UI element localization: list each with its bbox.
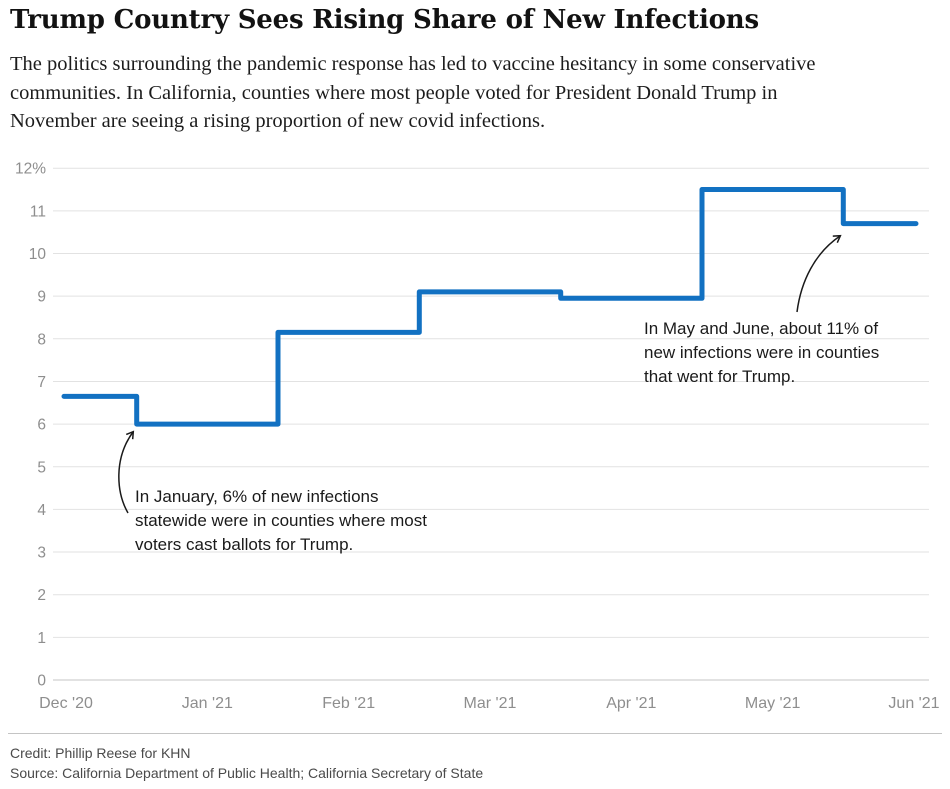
chart-subtitle-line: November are seeing a rising proportion …: [10, 110, 546, 132]
annotation-line: that went for Trump.: [644, 367, 796, 386]
y-axis-tick-label: 5: [37, 459, 46, 476]
annotation-may-june: In May and June, about 11% of new infect…: [644, 317, 879, 389]
y-axis-tick-label: 3: [37, 545, 46, 562]
y-axis-tick-label: 10: [29, 246, 47, 263]
annotation-arrow-january: [118, 430, 135, 514]
y-axis-tick-label: 0: [37, 673, 46, 690]
x-axis-tick-label: Apr '21: [606, 695, 656, 712]
chart-subtitle-line: communities. In California, counties whe…: [10, 81, 778, 104]
chart-title: Trump Country Sees Rising Share of New I…: [10, 5, 759, 35]
y-axis-tick-label: 6: [37, 417, 46, 434]
chart-subtitle-line: The politics surrounding the pandemic re…: [10, 53, 816, 75]
annotation-line: new infections were in counties: [644, 343, 880, 362]
x-axis-tick-label: May '21: [745, 695, 801, 712]
annotation-line: In May and June, about 11% of: [644, 319, 879, 338]
data-series-line: [61, 187, 919, 427]
y-axis-tick-label: 1: [37, 630, 46, 647]
annotation-line: voters cast ballots for Trump.: [135, 535, 354, 554]
x-axis-tick-label: Dec '20: [39, 695, 93, 712]
x-axis-tick-label: Feb '21: [322, 695, 375, 712]
y-axis-tick-label: 12%: [15, 161, 46, 178]
chart-subtitle: The politics surrounding the pandemic re…: [10, 50, 816, 136]
y-axis-tick-label: 4: [37, 502, 46, 519]
y-axis-tick-label: 9: [37, 289, 46, 306]
x-axis-tick-label: Jan '21: [182, 695, 233, 712]
y-axis-tick-label: 7: [37, 374, 46, 391]
source-line: Source: California Department of Public …: [10, 765, 484, 781]
annotation-january: In January, 6% of new infections statewi…: [135, 485, 427, 557]
annotation-line: In January, 6% of new infections: [135, 487, 379, 506]
y-axis-tick-label: 2: [37, 587, 46, 604]
footer-divider: [8, 733, 942, 734]
x-axis-tick-label: Mar '21: [464, 695, 517, 712]
y-axis-tick-label: 8: [37, 331, 46, 348]
annotation-line: statewide were in counties where most: [135, 511, 427, 530]
annotation-arrow-may-june: [796, 234, 842, 313]
y-axis-tick-label: 11: [30, 203, 46, 220]
credit-line: Credit: Phillip Reese for KHN: [10, 745, 191, 761]
x-axis-tick-label: Jun '21: [888, 695, 939, 712]
